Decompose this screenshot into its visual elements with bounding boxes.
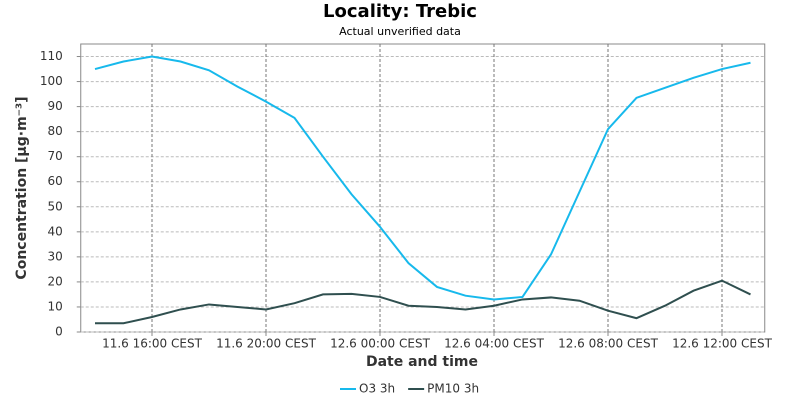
x-tick-label: 12.6 12:00 CEST — [672, 337, 773, 351]
y-tick-label: 30 — [47, 249, 62, 263]
chart-title: Locality: Trebic — [323, 1, 477, 22]
chart-subtitle: Actual unverified data — [339, 25, 461, 38]
x-tick-label: 11.6 20:00 CEST — [216, 337, 317, 351]
x-tick-label: 12.6 04:00 CEST — [444, 337, 545, 351]
y-tick-label: 60 — [47, 174, 62, 188]
y-tick-label: 40 — [47, 224, 62, 238]
y-tick-label: 90 — [47, 99, 62, 113]
y-tick-label: 110 — [40, 49, 63, 63]
y-tick-label: 10 — [47, 299, 62, 313]
y-tick-label: 70 — [47, 149, 62, 163]
series-line — [95, 279, 751, 325]
legend-label: O3 3h — [359, 382, 395, 396]
x-tick-label: 11.6 16:00 CEST — [102, 337, 203, 351]
x-tick-label: 12.6 00:00 CEST — [330, 337, 431, 351]
y-tick-label: 80 — [47, 124, 62, 138]
y-tick-label: 50 — [47, 199, 62, 213]
x-axis-label: Date and time — [366, 354, 478, 370]
x-tick-label: 12.6 08:00 CEST — [558, 337, 659, 351]
plot-area — [80, 43, 766, 333]
y-tick-label: 20 — [47, 274, 62, 288]
y-tick-label: 100 — [40, 74, 63, 88]
y-tick-label: 0 — [55, 325, 63, 339]
y-axis-label: Concentration [µg·m⁻³] — [14, 96, 30, 279]
legend-label: PM10 3h — [427, 382, 479, 396]
series-line — [94, 55, 751, 301]
